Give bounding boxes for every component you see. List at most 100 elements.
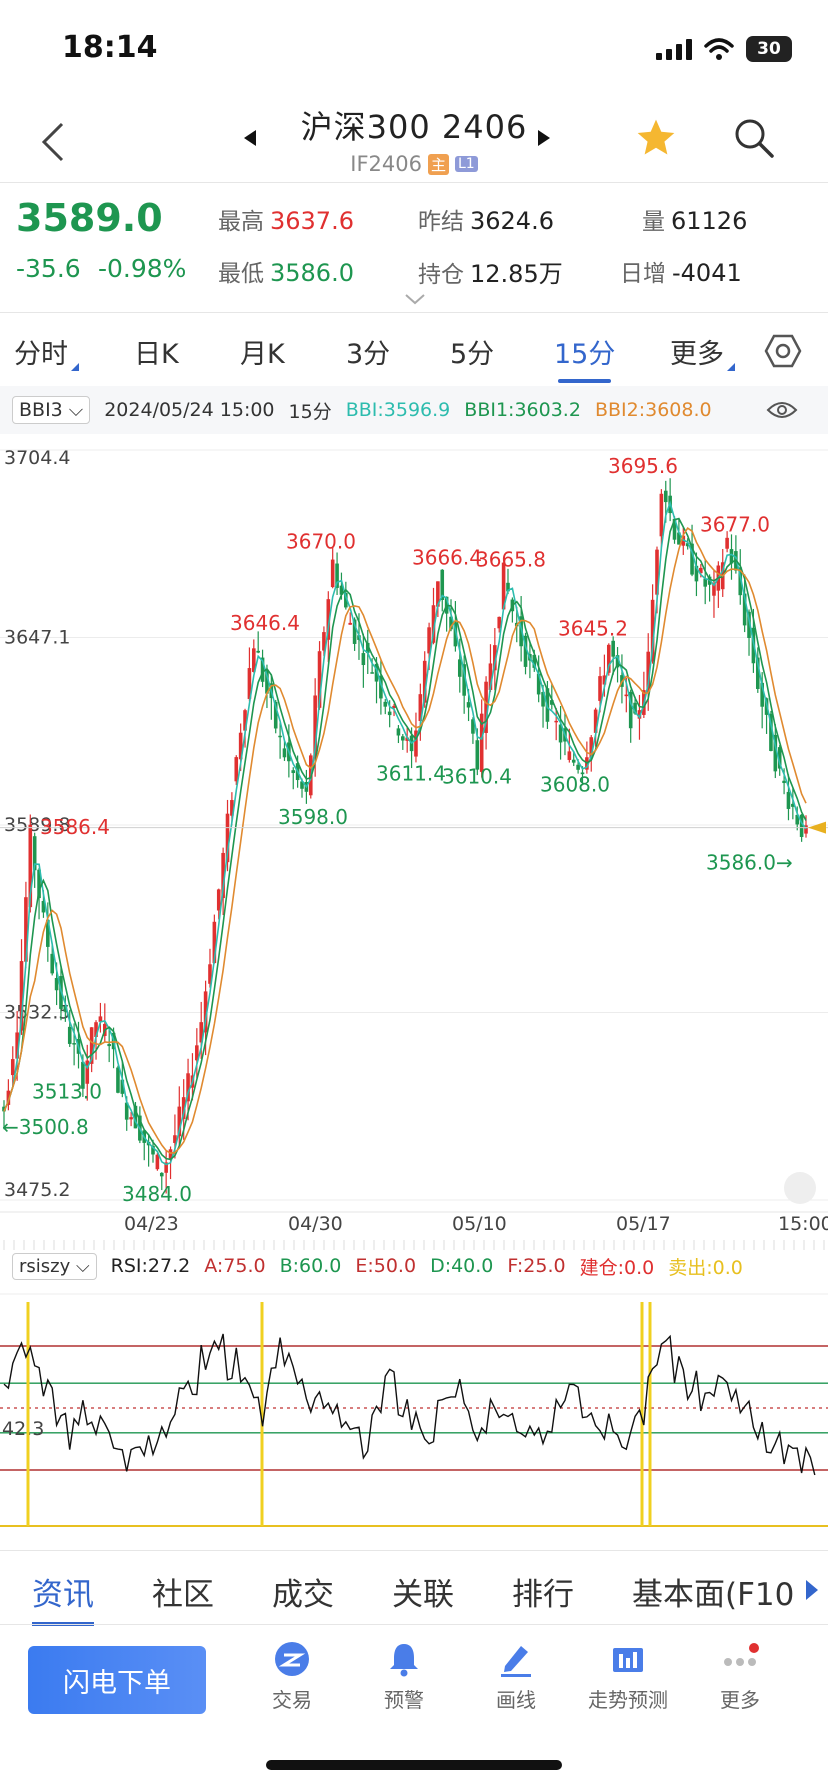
candle-body (330, 559, 335, 588)
candle-body (602, 675, 607, 685)
candle-body (471, 719, 475, 734)
daily-add-label: 日增 (620, 261, 666, 287)
more-dots-icon (724, 1643, 759, 1666)
eye-icon[interactable] (766, 398, 798, 422)
high-stat: 最高 3637.6 (218, 202, 354, 236)
tab-5min[interactable]: 5分 (450, 338, 495, 370)
candle-body (151, 1145, 155, 1155)
candle-body (773, 734, 778, 772)
action-more[interactable]: 更多 (692, 1640, 788, 1713)
settings-hex-icon[interactable] (764, 332, 802, 370)
candle-body (159, 1172, 164, 1177)
candle-body (252, 648, 256, 672)
candle-body (598, 676, 602, 701)
annotation-current-low: 3586.0→ (706, 850, 793, 874)
candle-body (28, 824, 33, 908)
candle-body (348, 622, 353, 625)
candle-body (694, 565, 699, 582)
candle-body (107, 1044, 111, 1047)
candle-body (129, 1117, 133, 1120)
search-icon (735, 119, 774, 158)
tab-monthly-k[interactable]: 月K (240, 338, 285, 370)
candle-body (46, 919, 50, 947)
action-draw[interactable]: 画线 (468, 1640, 564, 1713)
status-icons: 30 (656, 36, 792, 62)
candle-body (799, 814, 804, 837)
status-time: 18:14 (62, 30, 158, 65)
high-value: 3637.6 (270, 207, 354, 235)
candle-body (361, 653, 366, 666)
annotation-peak-6: 3695.6 (608, 454, 678, 478)
flash-order-button[interactable]: 闪电下单 (28, 1646, 206, 1714)
rsi-build: 建仓:0.0 (579, 1256, 655, 1279)
candle-body (703, 578, 708, 587)
next-contract-button[interactable] (538, 130, 550, 146)
candle-body (690, 543, 694, 575)
candle-body (186, 1073, 190, 1102)
candle-body (462, 664, 466, 696)
kline-chart[interactable]: 3704.43647.13589.83532.53475.23586.43513… (0, 434, 828, 1544)
rsi-selector[interactable]: rsiszy ⌵ (12, 1252, 97, 1280)
prev-settle-label: 昨结 (418, 209, 464, 235)
candle-body (633, 702, 637, 714)
candle-body (339, 585, 344, 595)
candle-body (260, 657, 265, 682)
prev-settle-stat: 昨结 3624.6 (418, 202, 554, 236)
tab-15min[interactable]: 15分 (554, 332, 615, 383)
info-tab-news[interactable]: 资讯 (32, 1569, 94, 1626)
candle-body (256, 650, 260, 653)
bbi-value: BBI:3596.9 (345, 399, 451, 421)
chart-book-icon (613, 1648, 643, 1672)
candle-body (300, 781, 304, 789)
candle-body (422, 660, 427, 703)
candle-body (335, 563, 339, 588)
low-value: 3586.0 (270, 259, 354, 287)
tab-fenshi[interactable]: 分时 (14, 332, 79, 371)
candle-body (230, 800, 234, 816)
bbi-line (3, 500, 807, 1166)
expand-quote-button[interactable] (404, 290, 426, 309)
indicator-selector[interactable]: BBI3 ⌵ (12, 396, 91, 424)
candle-body (41, 900, 46, 913)
candle-body (278, 735, 282, 738)
action-trade[interactable]: 交易 (244, 1640, 340, 1713)
tab-3min[interactable]: 3分 (346, 338, 391, 370)
info-tab-community[interactable]: 社区 (152, 1576, 214, 1613)
candle-body (777, 747, 782, 769)
rsi-side-label: 42.3 (2, 1418, 44, 1440)
candle-body (663, 490, 668, 503)
action-alert[interactable]: 预警 (356, 1640, 452, 1713)
candle-body (611, 640, 615, 657)
last-price: 3589.0 (16, 196, 163, 240)
candle-body (791, 803, 795, 807)
candle-body (536, 673, 541, 695)
candle-body (89, 1027, 94, 1064)
candle-body (576, 764, 580, 770)
annotation-peak-1: 3586.4 (40, 815, 110, 839)
chevron-right-icon[interactable] (804, 1578, 820, 1602)
search-button[interactable] (732, 116, 776, 164)
candle-body (493, 645, 497, 671)
prev-contract-button[interactable] (244, 130, 256, 146)
candle-body (181, 1097, 186, 1119)
candle-body (431, 605, 436, 643)
favorite-button[interactable] (634, 116, 678, 164)
candle-body (208, 964, 212, 984)
candle-body (401, 736, 405, 741)
info-tab-fundamentals[interactable]: 基本面(F10 (632, 1576, 795, 1613)
candle-body (615, 655, 620, 668)
tab-more[interactable]: 更多 (670, 332, 735, 371)
candle-body (85, 1060, 90, 1084)
volume-value: 61126 (671, 207, 748, 235)
volume-label: 量 (642, 209, 665, 235)
info-tab-trades[interactable]: 成交 (272, 1576, 334, 1613)
candle-body (133, 1105, 138, 1129)
back-button[interactable] (28, 112, 78, 172)
candle-body (238, 732, 243, 760)
candle-body (405, 737, 409, 741)
info-tab-related[interactable]: 关联 (392, 1576, 454, 1613)
candle-body (747, 611, 751, 638)
info-tab-ranking[interactable]: 排行 (512, 1576, 574, 1613)
action-forecast[interactable]: 走势预测 (580, 1640, 676, 1713)
tab-daily-k[interactable]: 日K (134, 338, 179, 370)
